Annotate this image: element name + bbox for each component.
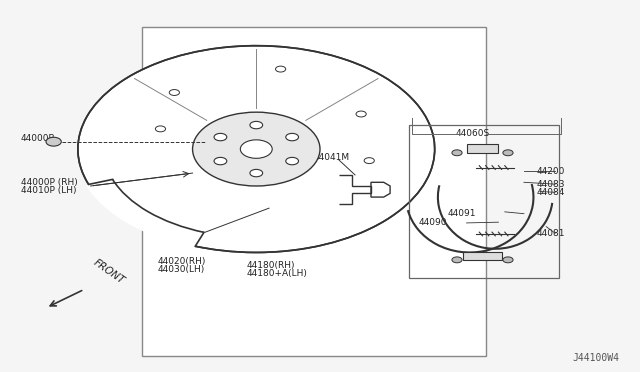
Circle shape [276,66,285,72]
Circle shape [452,150,462,156]
Bar [467,144,499,153]
Circle shape [78,46,435,253]
Circle shape [452,257,462,263]
Text: 44180(RH): 44180(RH) [246,261,295,270]
Text: 44000B: 44000B [20,134,55,143]
Bar [463,253,502,260]
Circle shape [250,169,262,177]
Circle shape [503,257,513,263]
Text: 44200: 44200 [537,167,565,176]
Text: 44041M: 44041M [314,153,349,162]
Circle shape [250,121,262,129]
Text: 44084: 44084 [537,188,565,197]
Circle shape [169,90,179,96]
Text: 44010P (LH): 44010P (LH) [20,186,76,195]
Circle shape [241,140,272,158]
Circle shape [364,158,374,164]
Circle shape [214,157,227,165]
Text: 44090: 44090 [419,218,447,227]
Text: 44081: 44081 [537,229,565,238]
Circle shape [286,157,298,165]
Circle shape [214,134,227,141]
Wedge shape [86,149,256,248]
Circle shape [356,111,366,117]
Circle shape [503,150,513,156]
Text: 44000P (RH): 44000P (RH) [20,178,77,187]
FancyBboxPatch shape [141,27,486,356]
Text: FRONT: FRONT [92,257,127,286]
Text: 44091: 44091 [447,209,476,218]
Text: 44083: 44083 [537,180,565,189]
Circle shape [46,137,61,146]
Text: 44030(LH): 44030(LH) [157,265,205,274]
Circle shape [156,126,166,132]
Circle shape [193,112,320,186]
Text: 44020(RH): 44020(RH) [157,257,206,266]
Text: 44060S: 44060S [455,129,490,138]
Circle shape [286,134,298,141]
Text: J44100W4: J44100W4 [573,353,620,363]
Text: 44180+A(LH): 44180+A(LH) [246,269,308,278]
